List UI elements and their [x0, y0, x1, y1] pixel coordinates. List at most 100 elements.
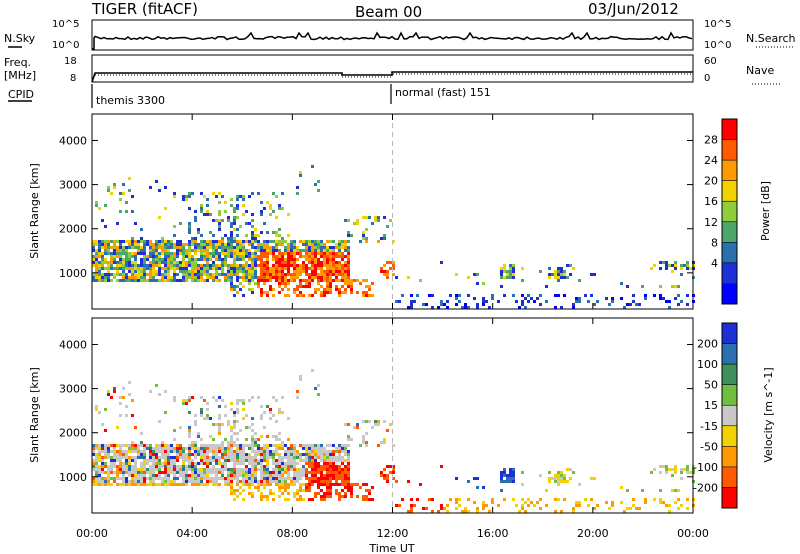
power-cell — [410, 303, 413, 306]
power-cell — [95, 270, 98, 273]
velocity-cell — [131, 483, 134, 486]
power-cell — [140, 276, 143, 279]
power-cell — [290, 264, 293, 267]
velocity-cell — [167, 474, 170, 477]
velocity-cell — [239, 429, 242, 432]
nave-label: Nave — [746, 64, 774, 77]
velocity-cell — [281, 471, 284, 474]
power-cell — [329, 264, 332, 267]
power-cell — [341, 243, 344, 246]
power-cell — [335, 270, 338, 273]
power-cell — [128, 255, 131, 258]
power-cell — [347, 273, 350, 276]
velocity-cell — [548, 471, 551, 474]
velocity-cell — [269, 474, 272, 477]
velocity-cell — [269, 471, 272, 474]
velocity-cell — [233, 459, 236, 462]
velocity-cell — [215, 468, 218, 471]
velocity-cell — [122, 387, 125, 390]
power-cell — [182, 279, 185, 282]
power-cell — [191, 258, 194, 261]
velocity-cell — [209, 450, 212, 453]
power-cell — [239, 225, 242, 228]
power-cell — [539, 294, 542, 297]
colorbar-tick-label: 50 — [704, 379, 718, 392]
power-cell — [224, 279, 227, 282]
power-cell — [269, 240, 272, 243]
power-cell — [140, 240, 143, 243]
power-cell — [185, 198, 188, 201]
power-cell — [278, 243, 281, 246]
power-cell — [548, 276, 551, 279]
velocity-cell — [353, 483, 356, 486]
velocity-cell — [158, 477, 161, 480]
velocity-cell — [140, 474, 143, 477]
velocity-cell — [101, 456, 104, 459]
velocity-cell — [95, 480, 98, 483]
velocity-cell — [284, 471, 287, 474]
power-cell — [236, 234, 239, 237]
power-cell — [203, 264, 206, 267]
power-cell — [110, 279, 113, 282]
power-cell — [224, 255, 227, 258]
velocity-cell — [374, 423, 377, 426]
power-cell — [641, 285, 644, 288]
velocity-cell — [137, 474, 140, 477]
power-cell — [284, 279, 287, 282]
velocity-cell — [500, 480, 503, 483]
power-cell — [344, 261, 347, 264]
power-cell — [194, 273, 197, 276]
power-cell — [299, 174, 302, 177]
power-cell — [302, 279, 305, 282]
power-cell — [98, 240, 101, 243]
velocity-cell — [191, 441, 194, 444]
velocity-cell — [563, 474, 566, 477]
velocity-cell — [272, 459, 275, 462]
power-cell — [125, 264, 128, 267]
velocity-cell — [314, 462, 317, 465]
power-cell — [98, 270, 101, 273]
power-cell — [101, 252, 104, 255]
velocity-cell — [161, 462, 164, 465]
velocity-cell — [122, 462, 125, 465]
power-cell — [185, 249, 188, 252]
x-tick-label: 08:00 — [276, 527, 308, 540]
velocity-cell — [443, 507, 446, 510]
velocity-cell — [140, 480, 143, 483]
power-cell — [95, 267, 98, 270]
power-cell — [263, 276, 266, 279]
velocity-cell — [512, 468, 515, 471]
power-cell — [116, 279, 119, 282]
velocity-cell — [305, 474, 308, 477]
velocity-cell — [317, 384, 320, 387]
velocity-cell — [314, 465, 317, 468]
nsky-tick-bottom: 10^0 — [52, 40, 79, 51]
power-cell — [161, 261, 164, 264]
velocity-cell — [215, 477, 218, 480]
velocity-cell — [362, 441, 365, 444]
power-cell — [206, 270, 209, 273]
velocity-cell — [212, 483, 215, 486]
power-cell — [107, 240, 110, 243]
power-cell — [386, 276, 389, 279]
velocity-cell — [122, 483, 125, 486]
power-cell — [158, 261, 161, 264]
power-cell — [233, 264, 236, 267]
power-cell — [257, 255, 260, 258]
power-cell — [236, 204, 239, 207]
power-cell — [278, 240, 281, 243]
velocity-cell — [194, 414, 197, 417]
velocity-cell — [128, 447, 131, 450]
power-cell — [437, 306, 440, 309]
velocity-cell — [200, 447, 203, 450]
power-cell — [182, 258, 185, 261]
velocity-cell — [119, 450, 122, 453]
power-cell — [578, 297, 581, 300]
power-cell — [200, 240, 203, 243]
power-cell — [578, 300, 581, 303]
power-cell — [131, 240, 134, 243]
velocity-cell — [332, 483, 335, 486]
power-cell — [572, 303, 575, 306]
colorbar-swatch — [722, 201, 737, 223]
velocity-cell — [299, 483, 302, 486]
